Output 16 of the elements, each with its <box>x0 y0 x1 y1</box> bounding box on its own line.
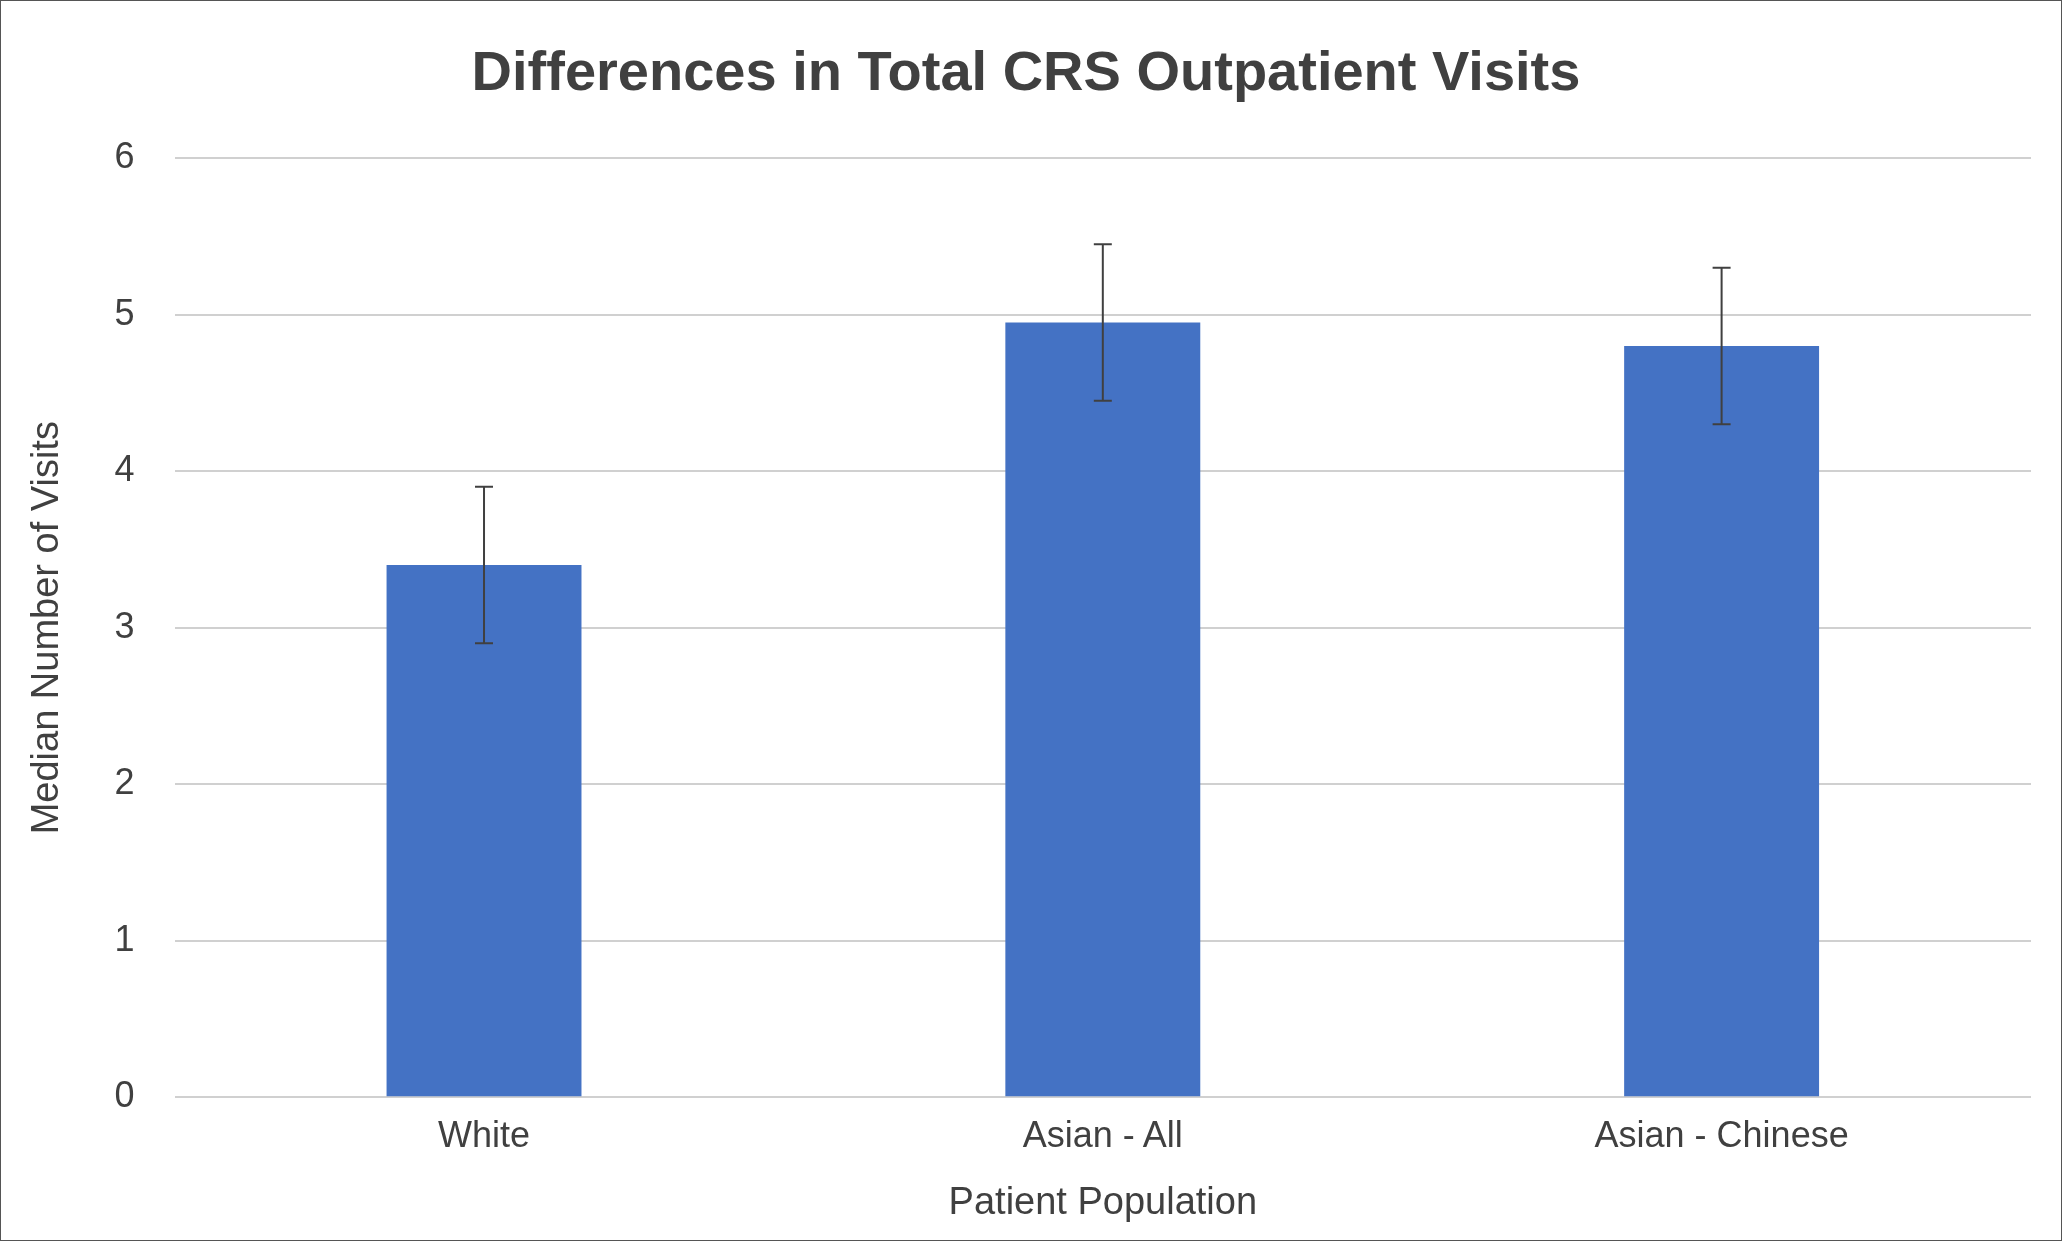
x-tick-label: Asian - All <box>1022 1113 1183 1155</box>
y-tick-label: 2 <box>114 761 135 803</box>
y-tick-label: 5 <box>114 291 135 333</box>
x-axis-title: Patient Population <box>948 1179 1258 1222</box>
bar <box>1005 322 1201 1097</box>
bar <box>1624 346 1820 1097</box>
y-tick-label: 0 <box>114 1074 135 1116</box>
chart-title: Differences in Total CRS Outpatient Visits <box>471 39 1581 103</box>
bar <box>386 565 582 1097</box>
x-tick-label: White <box>438 1113 531 1155</box>
y-tick-label: 4 <box>114 448 135 490</box>
y-tick-label: 1 <box>114 917 135 959</box>
y-tick-label: 6 <box>114 135 135 177</box>
y-axis-title: Median Number of Visits <box>24 421 67 835</box>
y-tick-label: 3 <box>114 604 135 646</box>
x-tick-label: Asian - Chinese <box>1594 1113 1849 1155</box>
